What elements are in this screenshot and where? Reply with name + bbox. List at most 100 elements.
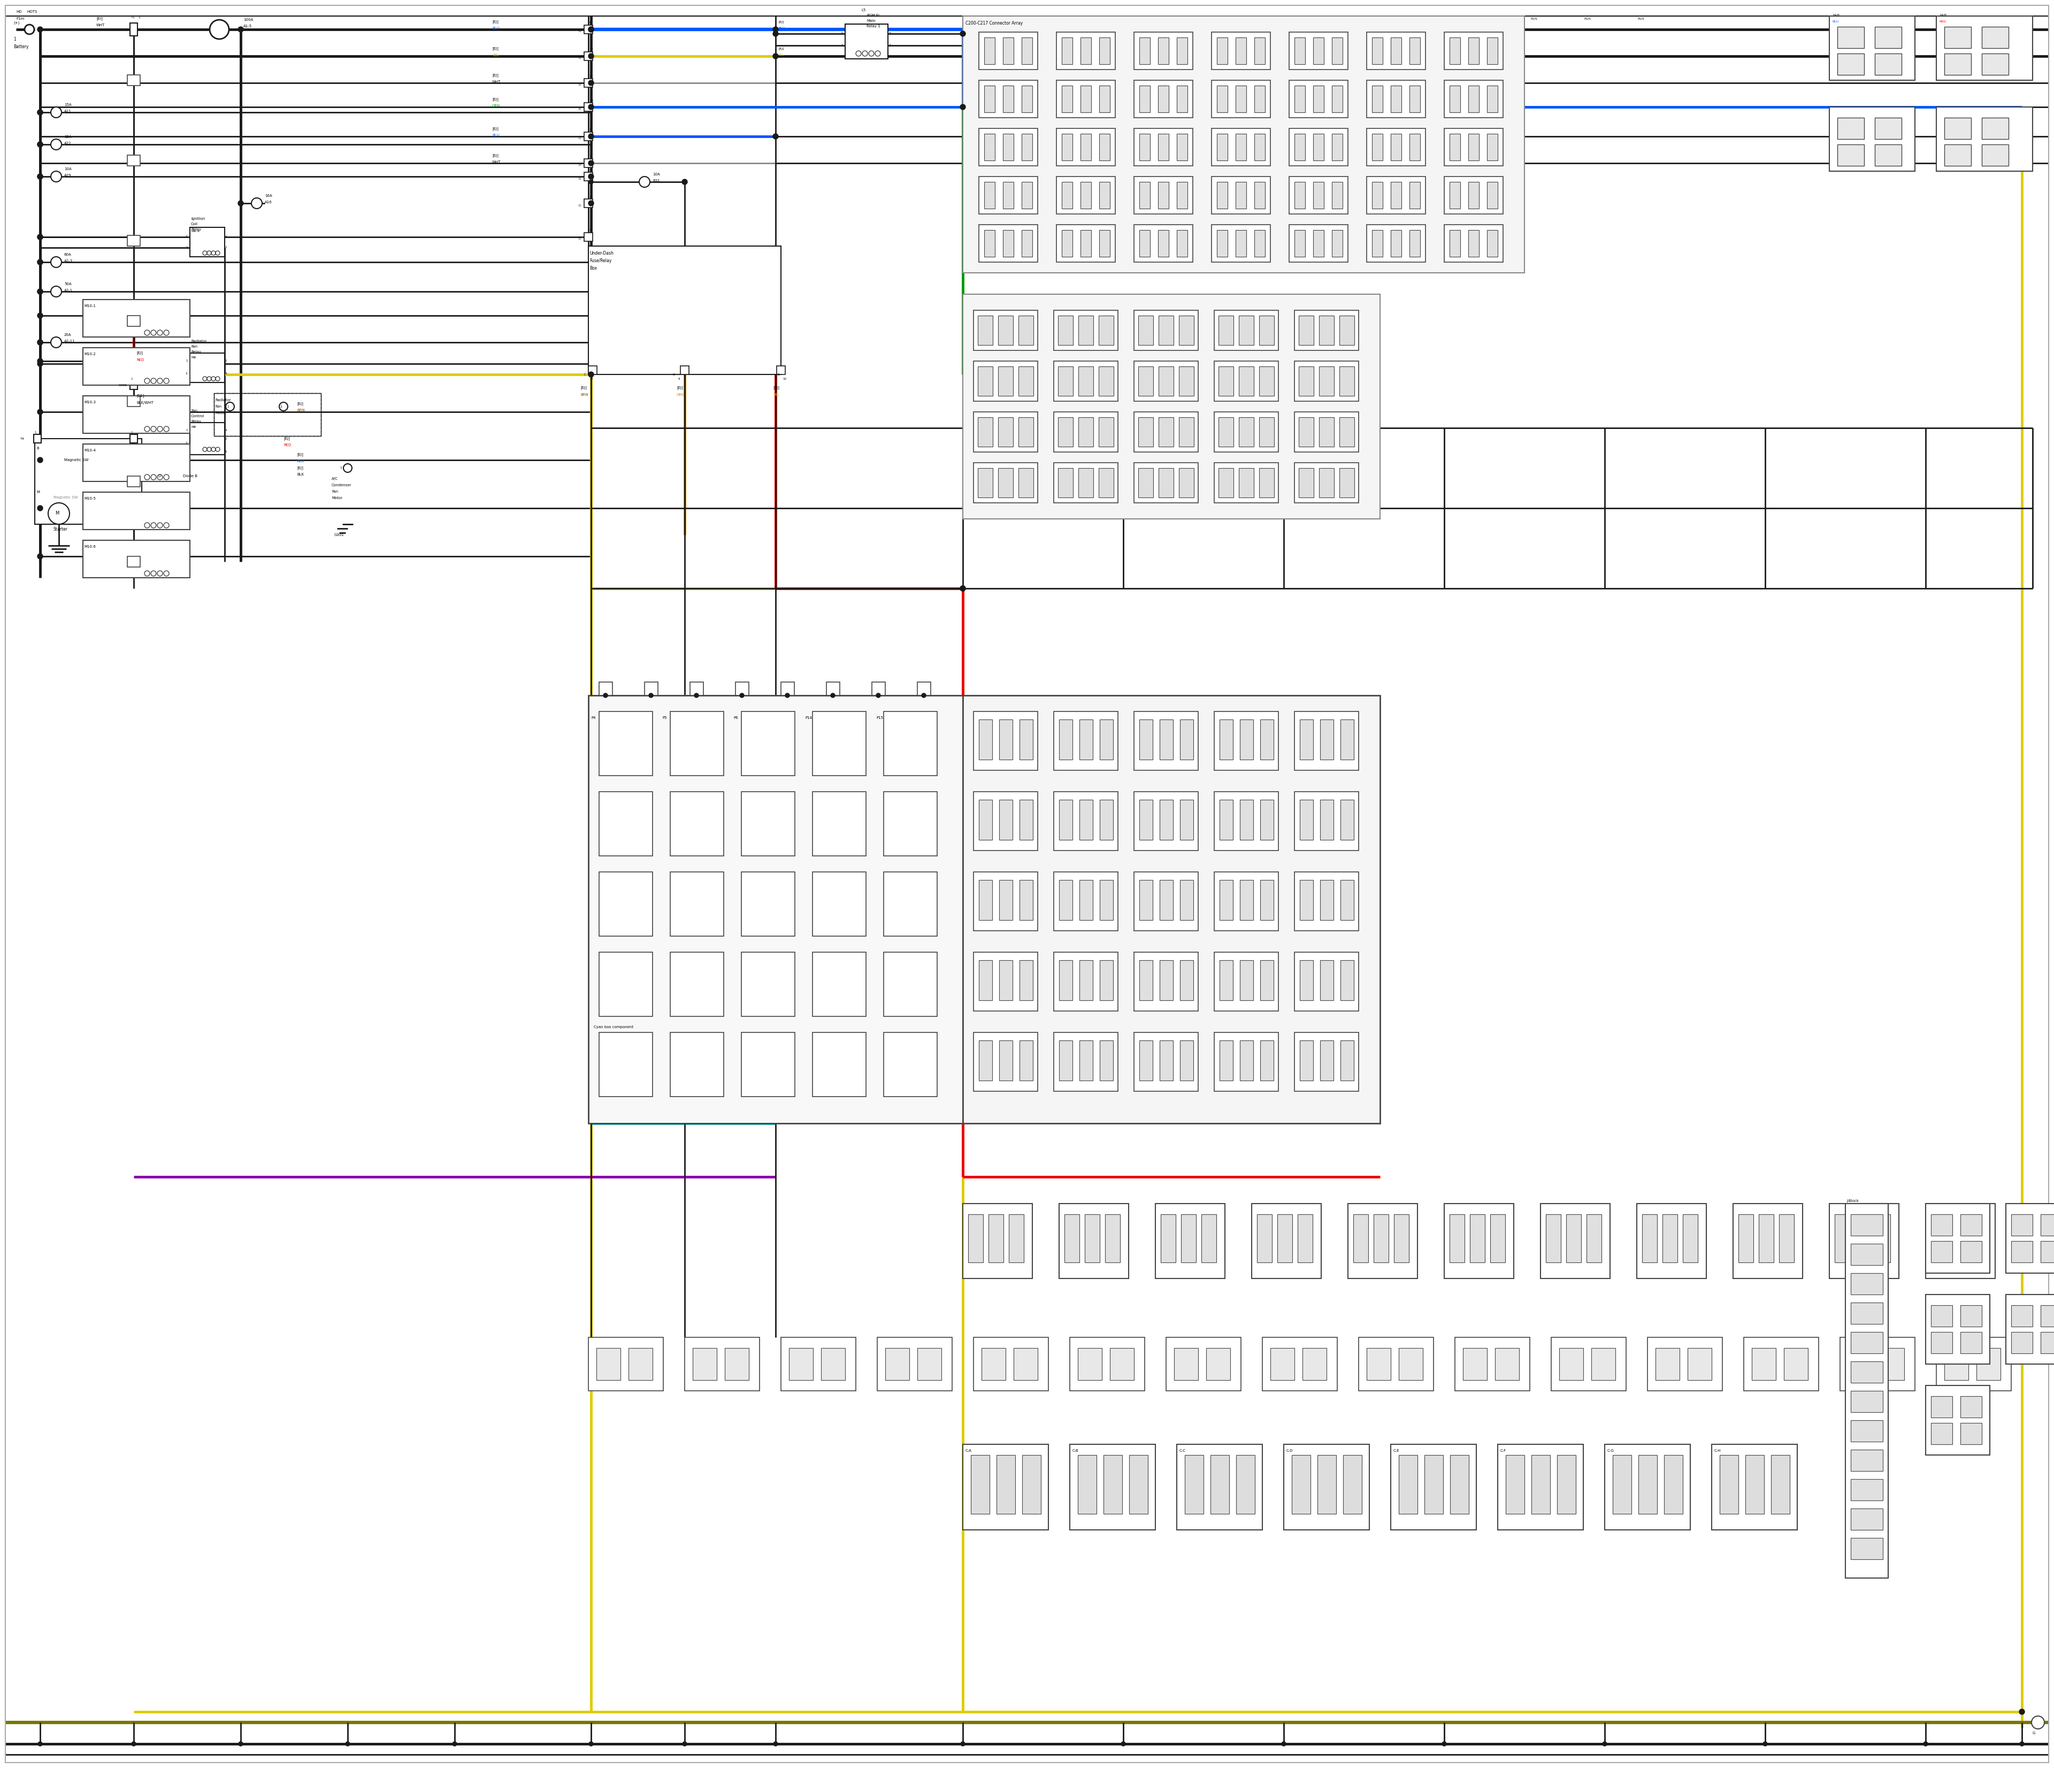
Text: D: D bbox=[579, 30, 581, 32]
Bar bbox=[1294, 86, 1304, 113]
Text: WHT: WHT bbox=[493, 161, 501, 163]
Bar bbox=[1450, 38, 1460, 65]
Bar bbox=[967, 1215, 984, 1262]
Bar bbox=[1487, 86, 1497, 113]
Circle shape bbox=[772, 54, 778, 59]
Text: J-Block: J-Block bbox=[1847, 1199, 1859, 1202]
Bar bbox=[1158, 468, 1173, 498]
Bar bbox=[1058, 418, 1072, 446]
Bar bbox=[1140, 719, 1152, 760]
Bar bbox=[600, 683, 612, 695]
Bar bbox=[984, 181, 994, 208]
Bar bbox=[1290, 129, 1347, 167]
Circle shape bbox=[158, 426, 162, 432]
Bar bbox=[1158, 134, 1169, 161]
Text: 1: 1 bbox=[339, 466, 341, 470]
Circle shape bbox=[51, 108, 62, 118]
Bar bbox=[1023, 1455, 1041, 1514]
Bar bbox=[1656, 1348, 1680, 1380]
Bar bbox=[1078, 315, 1093, 346]
Bar bbox=[1319, 366, 1333, 396]
Bar bbox=[692, 1348, 717, 1380]
Text: B: B bbox=[37, 446, 39, 450]
Bar bbox=[1019, 880, 1033, 919]
Text: C-A: C-A bbox=[965, 1450, 972, 1452]
Circle shape bbox=[37, 289, 43, 294]
Bar bbox=[883, 873, 937, 935]
Bar bbox=[1931, 1215, 1953, 1236]
Circle shape bbox=[207, 376, 212, 382]
Circle shape bbox=[144, 378, 150, 383]
Bar bbox=[1844, 1204, 1888, 1579]
Circle shape bbox=[150, 572, 156, 575]
Bar bbox=[1469, 229, 1479, 256]
Bar bbox=[1259, 366, 1273, 396]
Bar bbox=[1830, 1204, 1898, 1278]
Circle shape bbox=[961, 1742, 965, 1745]
Bar bbox=[1927, 1385, 1990, 1455]
Text: P14: P14 bbox=[805, 717, 811, 719]
Bar bbox=[1321, 1041, 1333, 1081]
Bar bbox=[1495, 1348, 1520, 1380]
Bar bbox=[1054, 462, 1117, 504]
Bar bbox=[1298, 315, 1315, 346]
Circle shape bbox=[682, 179, 688, 185]
Bar bbox=[1062, 229, 1072, 256]
Text: 1: 1 bbox=[138, 16, 140, 20]
Text: (+): (+) bbox=[14, 22, 18, 25]
Text: [EJ]: [EJ] bbox=[493, 154, 499, 158]
Text: 15A: 15A bbox=[64, 136, 72, 138]
Bar bbox=[1054, 792, 1117, 851]
Bar bbox=[1409, 38, 1419, 65]
Bar bbox=[725, 1348, 750, 1380]
Bar bbox=[583, 233, 594, 242]
Text: [EJ]: [EJ] bbox=[283, 437, 290, 441]
Text: C406: C406 bbox=[119, 383, 127, 387]
Bar bbox=[1399, 1455, 1417, 1514]
Circle shape bbox=[739, 694, 744, 697]
Bar bbox=[1409, 134, 1419, 161]
Bar bbox=[1851, 1303, 1884, 1324]
Bar bbox=[1960, 1242, 1982, 1262]
Text: C-C: C-C bbox=[1179, 1450, 1185, 1452]
Bar bbox=[1216, 86, 1228, 113]
Bar bbox=[1179, 799, 1193, 840]
Bar bbox=[1255, 86, 1265, 113]
Bar bbox=[1341, 799, 1354, 840]
Circle shape bbox=[37, 1742, 43, 1745]
Bar bbox=[1099, 468, 1113, 498]
Bar bbox=[1099, 799, 1113, 840]
Bar bbox=[1982, 27, 2009, 48]
Bar bbox=[82, 348, 189, 385]
Bar bbox=[1960, 1331, 1982, 1353]
Bar bbox=[978, 366, 992, 396]
Bar bbox=[1259, 418, 1273, 446]
Bar bbox=[1662, 1215, 1678, 1262]
Bar bbox=[1019, 315, 1033, 346]
Circle shape bbox=[959, 30, 965, 36]
Bar bbox=[1140, 961, 1152, 1000]
Circle shape bbox=[587, 201, 594, 206]
Bar bbox=[980, 961, 992, 1000]
Bar bbox=[587, 246, 781, 375]
Circle shape bbox=[144, 475, 150, 480]
Text: Control: Control bbox=[191, 414, 205, 418]
Bar bbox=[1255, 38, 1265, 65]
Bar bbox=[33, 434, 41, 443]
Bar bbox=[1237, 86, 1247, 113]
Bar bbox=[1078, 468, 1093, 498]
Bar bbox=[1497, 1444, 1584, 1530]
Bar bbox=[600, 873, 653, 935]
Bar bbox=[1487, 229, 1497, 256]
Circle shape bbox=[212, 376, 216, 382]
Circle shape bbox=[51, 337, 62, 348]
Circle shape bbox=[210, 20, 228, 39]
Circle shape bbox=[2031, 1717, 2044, 1729]
Bar bbox=[1339, 315, 1354, 346]
Text: A22: A22 bbox=[64, 142, 72, 145]
Bar bbox=[680, 366, 688, 375]
Bar bbox=[1982, 145, 2009, 167]
Text: BLU: BLU bbox=[778, 27, 785, 30]
Bar bbox=[1158, 229, 1169, 256]
Bar bbox=[1604, 1444, 1690, 1530]
